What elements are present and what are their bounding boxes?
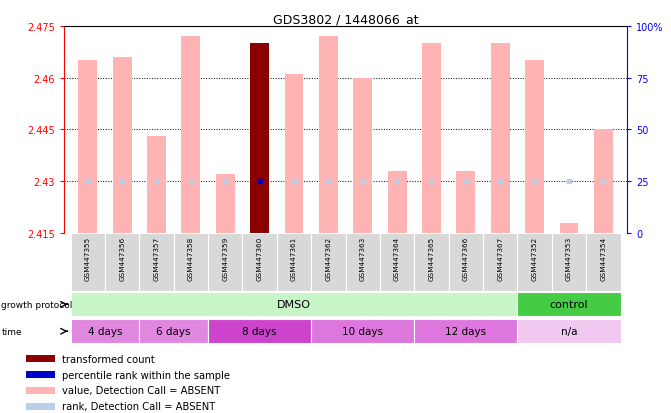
Text: GSM447364: GSM447364 — [394, 236, 400, 280]
Text: 4 days: 4 days — [88, 326, 122, 337]
Title: GDS3802 / 1448066_at: GDS3802 / 1448066_at — [272, 13, 419, 26]
Bar — [517, 319, 621, 344]
Bar — [70, 319, 140, 344]
Bar — [105, 233, 140, 291]
Bar — [346, 233, 380, 291]
Bar — [147, 137, 166, 233]
Bar — [181, 37, 201, 233]
Text: GSM447367: GSM447367 — [497, 236, 503, 280]
Text: time: time — [1, 327, 22, 336]
Text: GSM447365: GSM447365 — [429, 236, 435, 280]
Text: GSM447352: GSM447352 — [531, 236, 537, 280]
Bar — [560, 223, 578, 233]
Bar — [456, 171, 475, 233]
Text: 10 days: 10 days — [342, 326, 383, 337]
Text: percentile rank within the sample: percentile rank within the sample — [62, 370, 229, 380]
Bar — [525, 61, 544, 233]
Bar — [414, 319, 517, 344]
Text: control: control — [550, 299, 588, 310]
Bar — [586, 233, 621, 291]
Bar — [483, 233, 517, 291]
Text: 12 days: 12 days — [446, 326, 486, 337]
Bar — [422, 44, 441, 233]
Bar — [380, 233, 414, 291]
Bar — [216, 175, 235, 233]
Bar — [354, 78, 372, 233]
Bar — [26, 403, 55, 410]
Text: GSM447366: GSM447366 — [463, 236, 469, 280]
Text: GSM447353: GSM447353 — [566, 236, 572, 280]
Bar — [26, 371, 55, 378]
Bar — [174, 233, 208, 291]
Text: 6 days: 6 days — [156, 326, 191, 337]
Bar — [491, 44, 510, 233]
Bar — [277, 233, 311, 291]
Bar — [113, 58, 132, 233]
Bar — [250, 44, 269, 233]
Bar — [311, 233, 346, 291]
Bar — [140, 319, 208, 344]
Bar — [594, 130, 613, 233]
Bar — [414, 233, 449, 291]
Text: GSM447360: GSM447360 — [256, 236, 262, 280]
Text: transformed count: transformed count — [62, 354, 154, 364]
Text: value, Detection Call = ABSENT: value, Detection Call = ABSENT — [62, 386, 220, 396]
Bar — [208, 233, 242, 291]
Text: growth protocol: growth protocol — [1, 300, 72, 309]
Bar — [140, 233, 174, 291]
Bar — [552, 233, 586, 291]
Text: GSM447358: GSM447358 — [188, 236, 194, 280]
Text: GSM447354: GSM447354 — [601, 236, 607, 280]
Bar — [517, 292, 621, 317]
Text: GSM447361: GSM447361 — [291, 236, 297, 280]
Text: GSM447355: GSM447355 — [85, 236, 91, 280]
Text: DMSO: DMSO — [277, 299, 311, 310]
Text: GSM447363: GSM447363 — [360, 236, 366, 280]
Bar — [517, 233, 552, 291]
Bar — [70, 292, 517, 317]
Bar — [285, 75, 303, 233]
Bar — [26, 387, 55, 394]
Bar — [311, 319, 414, 344]
Bar — [70, 233, 105, 291]
Bar — [79, 61, 97, 233]
Bar — [388, 171, 407, 233]
Text: GSM447362: GSM447362 — [325, 236, 331, 280]
Text: 8 days: 8 days — [242, 326, 277, 337]
Text: GSM447359: GSM447359 — [222, 236, 228, 280]
Text: n/a: n/a — [561, 326, 577, 337]
Text: GSM447356: GSM447356 — [119, 236, 125, 280]
Text: GSM447357: GSM447357 — [154, 236, 160, 280]
Text: rank, Detection Call = ABSENT: rank, Detection Call = ABSENT — [62, 401, 215, 411]
Bar — [208, 319, 311, 344]
Bar — [449, 233, 483, 291]
Bar — [26, 356, 55, 362]
Bar — [242, 233, 277, 291]
Bar — [319, 37, 338, 233]
